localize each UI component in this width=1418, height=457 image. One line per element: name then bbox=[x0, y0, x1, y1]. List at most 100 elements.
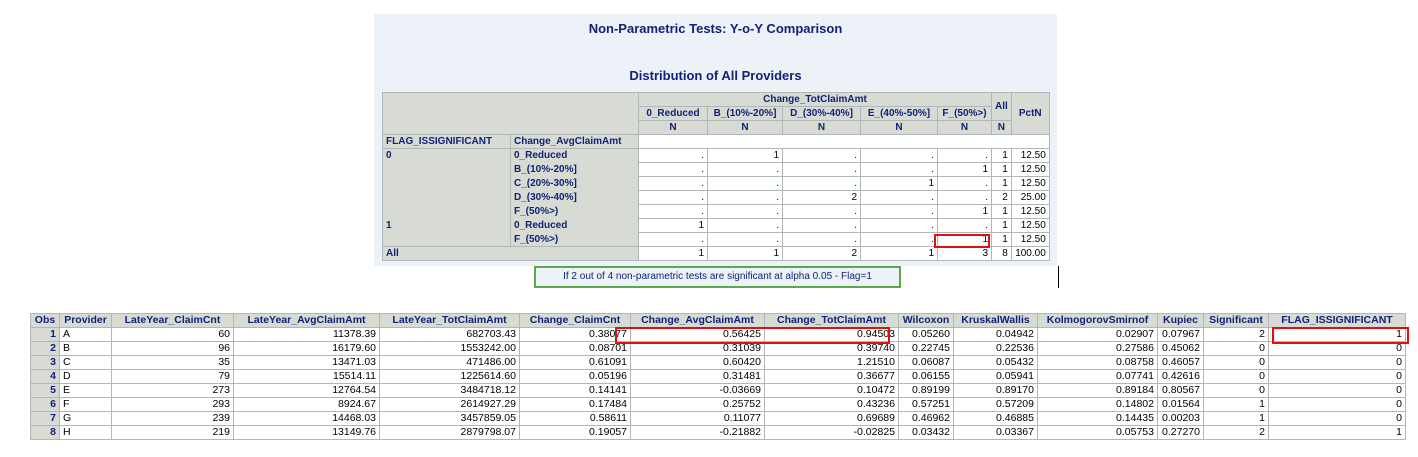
data-table-header-row: Obs Provider LateYear_ClaimCnt LateYear_Avg… bbox=[30, 313, 1406, 328]
crosstab-row-group bbox=[382, 176, 511, 191]
table-cell: 2614927.29 bbox=[379, 397, 520, 412]
crosstab-cell: . bbox=[638, 148, 708, 163]
crosstab-cell-all: 1 bbox=[991, 232, 1012, 247]
crosstab-row: 1 0_Reduced 1.... 1 12.50 bbox=[382, 218, 1050, 233]
highlight-flag bbox=[1272, 327, 1409, 344]
table-cell: 0.94503 bbox=[764, 327, 899, 342]
table-cell: 15514.11 bbox=[233, 369, 380, 384]
crosstab-cell: . bbox=[782, 204, 861, 219]
crosstab-total-row: All 1 1 2 1 3 8 100.00 bbox=[382, 246, 1050, 261]
table-cell: 0.89199 bbox=[898, 383, 954, 398]
table-cell: 0.22536 bbox=[953, 341, 1038, 356]
table-cell: 1225614.60 bbox=[379, 369, 520, 384]
crosstab-cell-pct: 12.50 bbox=[1010, 232, 1050, 247]
table-cell: 0.03367 bbox=[953, 425, 1038, 440]
table-cell: 2 bbox=[1203, 327, 1269, 342]
column-header: LateYear_TotClaimAmt bbox=[379, 313, 520, 328]
crosstab-row-category: F_(50%>) bbox=[510, 204, 639, 219]
crosstab-table: Change_TotClaimAmt All PctN 0_Reduced B_(… bbox=[382, 92, 1050, 261]
crosstab-cell: . bbox=[782, 148, 861, 163]
table-cell: 0 bbox=[1268, 355, 1406, 370]
table-cell: 0.57251 bbox=[898, 397, 954, 412]
column-header: KolmogorovSmirnof bbox=[1037, 313, 1158, 328]
table-cell: 1.21510 bbox=[764, 355, 899, 370]
table-cell: 0.89170 bbox=[953, 383, 1038, 398]
crosstab-total-cell: 1 bbox=[860, 246, 938, 261]
crosstab-cell-all: 1 bbox=[991, 204, 1012, 219]
table-cell: 16179.60 bbox=[233, 341, 380, 356]
table-cell: C bbox=[59, 355, 112, 370]
crosstab-cell: 2 bbox=[782, 190, 861, 205]
table-cell: H bbox=[59, 425, 112, 440]
table-cell: 2 bbox=[1203, 425, 1269, 440]
crosstab-cell-all: 2 bbox=[991, 190, 1012, 205]
highlight-crosstab-cell bbox=[934, 234, 990, 248]
crosstab-row-group: 1 bbox=[382, 218, 511, 233]
crosstab-cell: . bbox=[707, 190, 783, 205]
table-row: 6 F 293 8924.67 2614927.29 0.17484 0.25752 0.43… bbox=[30, 397, 1406, 412]
crosstab-cell: . bbox=[707, 204, 783, 219]
table-cell: 0 bbox=[1203, 369, 1269, 384]
table-cell: 0.19057 bbox=[519, 425, 631, 440]
table-cell: 0.11077 bbox=[630, 411, 765, 426]
crosstab-row: 0 0_Reduced. 1... 1 12.50 bbox=[382, 148, 1050, 163]
crosstab-cell-pct: 12.50 bbox=[1010, 176, 1050, 191]
crosstab-row-group: 0 bbox=[382, 148, 511, 163]
table-cell: 13471.03 bbox=[233, 355, 380, 370]
table-cell: 3457859.05 bbox=[379, 411, 520, 426]
crosstab-total-label: All bbox=[382, 246, 639, 261]
table-cell: 0.08701 bbox=[519, 341, 631, 356]
crosstab-row-var2: Change_AvgClaimAmt bbox=[510, 134, 639, 149]
table-cell: 0 bbox=[1203, 355, 1269, 370]
table-cell: 8924.67 bbox=[233, 397, 380, 412]
table-cell: 13149.76 bbox=[233, 425, 380, 440]
table-cell: 0.00203 bbox=[1157, 411, 1204, 426]
table-cell: 0.38077 bbox=[519, 327, 631, 342]
crosstab-cell: . bbox=[707, 176, 783, 191]
crosstab-cell: 1 bbox=[638, 218, 708, 233]
table-cell: 0.57209 bbox=[953, 397, 1038, 412]
table-cell: 3484718.12 bbox=[379, 383, 520, 398]
table-cell: -0.02825 bbox=[764, 425, 899, 440]
table-cell: 12764.54 bbox=[233, 383, 380, 398]
crosstab-total-cell: 1 bbox=[638, 246, 708, 261]
crosstab-row-category: D_(30%-40%] bbox=[510, 190, 639, 205]
crosstab-spacer bbox=[638, 134, 1050, 149]
crosstab-total-all: 8 bbox=[991, 246, 1012, 261]
crosstab-cell: . bbox=[860, 190, 938, 205]
table-cell: 0.14435 bbox=[1037, 411, 1158, 426]
table-cell: 0.60420 bbox=[630, 355, 765, 370]
table-cell: 60 bbox=[111, 327, 234, 342]
column-header: Change_ClaimCnt bbox=[519, 313, 631, 328]
report-subtitle: Distribution of All Providers bbox=[629, 68, 802, 83]
table-row: 4 D 79 15514.11 1225614.60 0.05196 0.31481 0.36… bbox=[30, 369, 1406, 384]
table-cell: 0.69689 bbox=[764, 411, 899, 426]
crosstab-col-header: E_(40%-50%] bbox=[860, 106, 938, 121]
crosstab-row-group bbox=[382, 204, 511, 219]
table-cell: D bbox=[59, 369, 112, 384]
crosstab-cell: . bbox=[860, 232, 938, 247]
table-cell: 1 bbox=[1203, 411, 1269, 426]
table-cell: 0.46057 bbox=[1157, 355, 1204, 370]
table-cell: 239 bbox=[111, 411, 234, 426]
crosstab-cell: 1 bbox=[937, 162, 992, 177]
table-cell: 0.42616 bbox=[1157, 369, 1204, 384]
crosstab-cell: . bbox=[860, 162, 938, 177]
crosstab-stat-label: N bbox=[937, 120, 992, 135]
obs-cell: 5 bbox=[30, 383, 60, 398]
crosstab-row-group bbox=[382, 190, 511, 205]
crosstab-cell: . bbox=[638, 190, 708, 205]
table-cell: 0 bbox=[1203, 383, 1269, 398]
crosstab-stat-label: N bbox=[707, 120, 783, 135]
crosstab-cell: . bbox=[707, 232, 783, 247]
table-cell: 0.22745 bbox=[898, 341, 954, 356]
crosstab-corner bbox=[382, 92, 639, 135]
table-cell: 0.43236 bbox=[764, 397, 899, 412]
table-cell: 35 bbox=[111, 355, 234, 370]
column-header: Change_AvgClaimAmt bbox=[630, 313, 765, 328]
table-cell: 0 bbox=[1268, 411, 1406, 426]
crosstab-cell: . bbox=[638, 176, 708, 191]
table-cell: G bbox=[59, 411, 112, 426]
table-cell: 0.31481 bbox=[630, 369, 765, 384]
crosstab-cell: . bbox=[937, 148, 992, 163]
